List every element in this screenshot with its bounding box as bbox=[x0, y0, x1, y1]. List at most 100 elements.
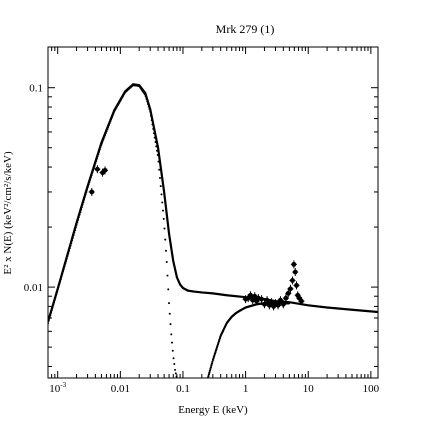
blackbody-component-point bbox=[174, 368, 177, 371]
blackbody-component-point bbox=[153, 136, 156, 139]
blackbody-component-point bbox=[89, 178, 92, 181]
blackbody-component-point bbox=[82, 201, 85, 204]
blackbody-component-point bbox=[68, 247, 71, 250]
x-tick-label: 10 bbox=[303, 383, 315, 395]
x-axis-label: Energy E (keV) bbox=[178, 404, 248, 416]
blackbody-component-point bbox=[59, 278, 62, 281]
xray-data-point bbox=[292, 268, 299, 277]
blackbody-component-point bbox=[148, 107, 151, 110]
blackbody-component-point bbox=[74, 229, 77, 232]
blackbody-component-point bbox=[75, 223, 78, 226]
blackbody-component-point bbox=[49, 314, 52, 317]
blackbody-component-point bbox=[105, 130, 108, 133]
blackbody-component-point bbox=[64, 262, 67, 265]
blackbody-component-point bbox=[109, 120, 112, 123]
blackbody-component-point bbox=[72, 234, 75, 237]
xray-data-point bbox=[251, 292, 258, 301]
blackbody-component-point bbox=[155, 145, 158, 148]
blackbody-component-point bbox=[164, 238, 167, 241]
blackbody-component-point bbox=[157, 160, 160, 163]
blackbody-component-point bbox=[74, 226, 77, 229]
x-tick-label: 100 bbox=[363, 383, 380, 395]
blackbody-component-point bbox=[92, 167, 95, 170]
xray-data-point bbox=[275, 301, 282, 310]
xray-data-point bbox=[261, 300, 268, 309]
blackbody-component-point bbox=[172, 357, 175, 360]
blackbody-component-point bbox=[86, 185, 89, 188]
xray-data-point bbox=[289, 276, 296, 285]
x-tick-label: 0.01 bbox=[111, 383, 130, 395]
blackbody-component-point bbox=[56, 291, 59, 294]
blackbody-component-point bbox=[56, 288, 59, 291]
blackbody-component-point bbox=[161, 209, 164, 212]
powerlaw-component-point bbox=[287, 302, 291, 305]
xray-data-point bbox=[280, 300, 287, 309]
blackbody-component-point bbox=[154, 140, 157, 143]
powerlaw-component-point bbox=[211, 360, 214, 363]
blackbody-component-point bbox=[143, 93, 146, 96]
blackbody-component-point bbox=[62, 270, 65, 273]
blackbody-component-point bbox=[107, 126, 110, 129]
blackbody-component-point bbox=[59, 280, 62, 283]
y-axis-label: E² x N(E) (keV²/cm²/s/keV) bbox=[2, 151, 14, 275]
powerlaw-component-point bbox=[209, 367, 212, 371]
blackbody-component-point bbox=[107, 124, 110, 127]
blackbody-component-point bbox=[73, 231, 76, 234]
blackbody-component-point bbox=[168, 312, 171, 315]
blackbody-component-point bbox=[67, 252, 70, 255]
blackbody-component-point bbox=[104, 133, 107, 136]
blackbody-component-point bbox=[52, 303, 55, 306]
y-tick-label: 0.1 bbox=[29, 83, 43, 95]
blackbody-component-point bbox=[101, 141, 104, 144]
x-tick-label: 10-3 bbox=[49, 381, 66, 395]
blackbody-component-point bbox=[78, 213, 81, 216]
blackbody-component-point bbox=[171, 341, 174, 344]
blackbody-component-point bbox=[171, 349, 174, 352]
blackbody-component-point bbox=[162, 217, 165, 220]
blackbody-component-point bbox=[89, 176, 92, 179]
xray-data-point bbox=[290, 260, 297, 269]
blackbody-component-point bbox=[159, 185, 162, 188]
blackbody-component-point bbox=[50, 309, 53, 312]
blackbody-component-point bbox=[50, 311, 53, 314]
plot-frame bbox=[47, 46, 379, 379]
blackbody-component-point bbox=[98, 148, 101, 151]
blackbody-component-point bbox=[88, 181, 91, 184]
y-tick-label: 0.01 bbox=[24, 282, 43, 294]
blackbody-component-point bbox=[92, 169, 95, 172]
xray-data-point bbox=[287, 284, 294, 293]
powerlaw-component-point bbox=[208, 369, 211, 372]
blackbody-component-point bbox=[95, 157, 98, 160]
blackbody-component-point bbox=[98, 150, 101, 153]
xray-data-point bbox=[282, 294, 289, 303]
blackbody-component-point bbox=[149, 110, 152, 113]
xray-data-point bbox=[285, 289, 292, 298]
blackbody-component-point bbox=[111, 114, 114, 117]
blackbody-component-point bbox=[65, 260, 68, 263]
blackbody-component-point bbox=[58, 283, 61, 286]
blackbody-component-point bbox=[96, 155, 99, 158]
blackbody-component-point bbox=[100, 143, 103, 146]
blackbody-component-point bbox=[76, 221, 79, 224]
blackbody-component-point bbox=[97, 153, 100, 156]
blackbody-component-point bbox=[112, 112, 115, 115]
blackbody-component-point bbox=[152, 127, 155, 130]
powerlaw-component-point bbox=[208, 371, 211, 374]
blackbody-component-point bbox=[53, 301, 56, 304]
blackbody-component-point bbox=[167, 288, 170, 291]
blackbody-component-point bbox=[84, 193, 87, 196]
total-model-line bbox=[48, 83, 378, 323]
blackbody-component-point bbox=[57, 285, 60, 288]
blackbody-component-point bbox=[168, 302, 171, 305]
blackbody-component-point bbox=[65, 257, 68, 260]
blackbody-component-point bbox=[155, 149, 158, 152]
blackbody-component-point bbox=[165, 249, 167, 252]
blackbody-component-point bbox=[104, 132, 107, 135]
blackbody-component-point bbox=[147, 105, 150, 108]
optical-uv-data-point bbox=[94, 165, 101, 174]
blackbody-component-point bbox=[161, 201, 164, 204]
blackbody-component-point bbox=[146, 100, 149, 103]
blackbody-component-point bbox=[95, 160, 98, 163]
blackbody-component-point bbox=[106, 128, 109, 131]
